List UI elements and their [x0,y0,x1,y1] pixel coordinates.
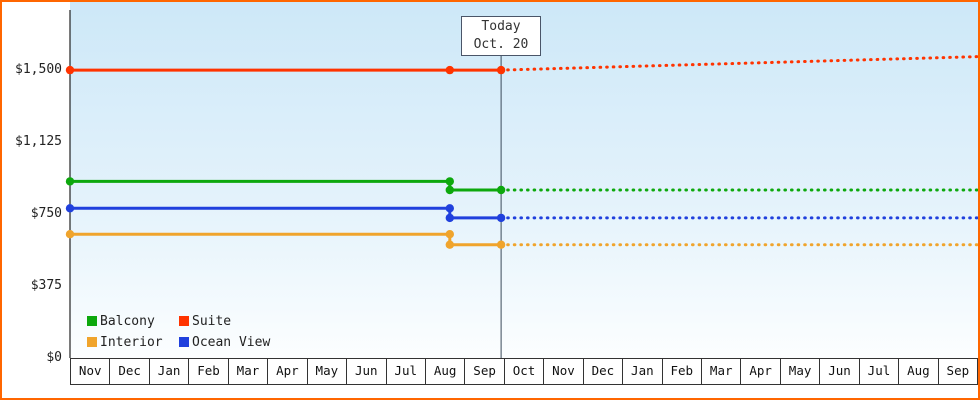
month-cell-1-dec: Dec [110,359,150,384]
month-cell-8-jul: Jul [387,359,426,384]
series-forecast-suite [499,55,980,72]
month-cell-16-mar: Mar [702,359,742,384]
today-date-text: Oct. 20 [473,37,529,52]
month-cell-15-feb: Feb [663,359,702,384]
marker-balcony [445,177,454,186]
legend-item-ocean-view: Ocean View [179,332,270,352]
marker-suite [445,65,454,75]
marker-interior [445,240,454,249]
marker-ocean-view [445,204,454,213]
y-axis-labels: $0 $375 $750 $1,125 $1,500 [0,0,70,400]
month-cell-21-aug: Aug [899,359,939,384]
month-cell-19-jun: Jun [820,359,860,384]
legend-swatch-balcony [87,316,97,326]
month-cell-20-jul: Jul [860,359,900,384]
legend-label-balcony: Balcony [100,313,155,329]
legend: Balcony Suite Interior Ocean View [87,311,270,352]
y-tick-label--1-125: $1,125 [15,134,62,150]
month-cell-5-apr: Apr [268,359,308,384]
month-cell-3-feb: Feb [189,359,229,384]
marker-balcony [445,185,454,195]
today-label-text: Today [481,19,521,34]
month-cell-2-jan: Jan [150,359,190,384]
x-axis-month-row: Nov Dec Jan Feb Mar Apr May Jun Jul Aug Sep Oct Nov D… [70,358,978,385]
y-tick-label--375: $375 [30,278,62,293]
month-cell-6-may: May [308,359,348,384]
marker-interior [445,230,454,239]
month-cell-7-jun: Jun [347,359,387,384]
legend-swatch-interior [87,337,97,347]
y-tick-label--1-500: $1,500 [15,62,62,78]
y-tick-label--0: $0 [46,350,62,365]
marker-suite [65,65,75,75]
marker-ocean-view [65,204,75,213]
legend-item-suite: Suite [179,311,270,331]
month-cell-18-may: May [781,359,821,384]
series-solid-balcony [68,179,503,192]
legend-label-interior: Interior [100,334,163,350]
marker-suite [496,65,506,75]
month-cell-22-sep: Sep [946,363,970,378]
month-cell-10-sep: Sep [465,359,505,384]
marker-ocean-view [445,213,454,223]
legend-label-suite: Suite [192,313,232,329]
month-cell-0-nov: Nov [71,359,111,384]
series-solid-ocean-view [68,206,503,220]
legend-swatch-ocean-view [179,337,189,347]
today-marker-label: Today Oct. 20 [461,16,541,56]
legend-item-interior: Interior [87,332,179,352]
y-tick-label--750: $750 [30,206,62,222]
marker-interior [65,230,75,239]
month-cell-9-aug: Aug [426,359,466,384]
legend-swatch-suite [179,316,189,326]
marker-ocean-view [496,213,506,223]
marker-balcony [65,177,75,186]
month-cell-11-oct: Oct [505,359,545,384]
month-cell-17-apr: Apr [741,359,781,384]
month-cell-12-nov: Nov [544,359,584,384]
marker-interior [496,240,506,249]
series-solid-interior [68,232,503,247]
marker-balcony [496,185,506,195]
month-cell-14-jan: Jan [623,359,663,384]
month-cell-13-dec: Dec [584,359,624,384]
legend-label-ocean-view: Ocean View [192,334,271,350]
month-cell-4-mar: Mar [229,359,269,384]
legend-item-balcony: Balcony [87,311,179,331]
